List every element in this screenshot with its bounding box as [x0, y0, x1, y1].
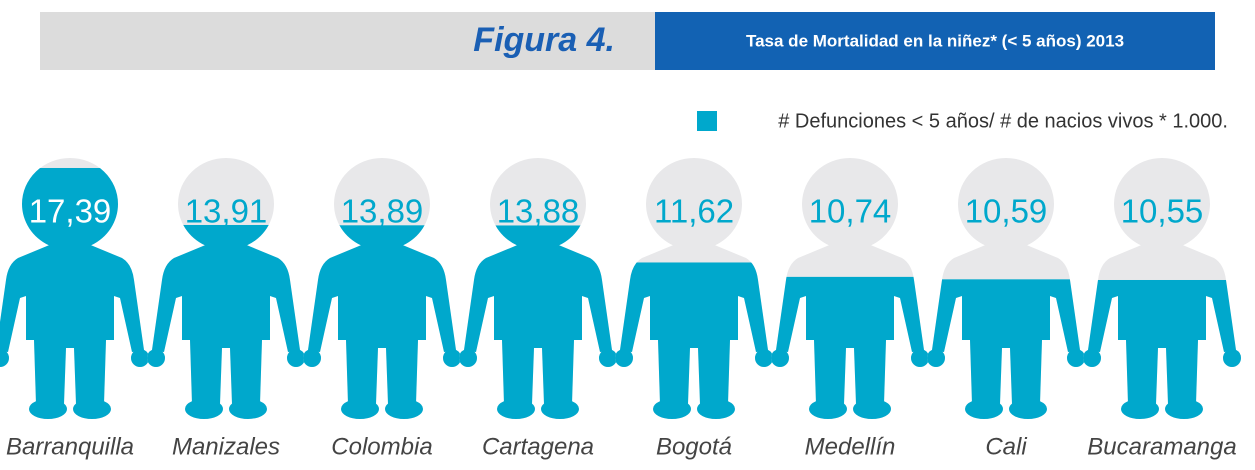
- value-label: 10,74: [809, 193, 892, 230]
- legend-swatch: [697, 111, 717, 131]
- figure: 11,62: [614, 158, 774, 420]
- chart-title: Tasa de Mortalidad en la niñez* (< 5 año…: [746, 31, 1124, 50]
- category-label: Bucaramanga: [1087, 433, 1236, 460]
- figure-fill: [302, 225, 462, 420]
- figure-fill: [770, 277, 930, 420]
- figure-fill: [1082, 280, 1242, 420]
- chart: Figura 4. Tasa de Mortalidad en la niñez…: [0, 0, 1255, 465]
- figure-label: Figura 4.: [473, 21, 615, 59]
- value-label: 11,62: [654, 193, 734, 230]
- figure: 10,74: [770, 158, 930, 420]
- figure: 13,91: [146, 158, 306, 420]
- category-label: Barranquilla: [6, 433, 134, 460]
- value-label: 10,59: [965, 193, 1048, 230]
- value-label: 10,55: [1121, 193, 1204, 230]
- page: {"chart_data": {"type": "pictogram", "fi…: [0, 0, 1255, 465]
- category-label: Manizales: [172, 433, 280, 460]
- value-label: 13,91: [185, 193, 268, 230]
- figure-fill: [458, 225, 618, 420]
- value-label: 13,88: [497, 193, 580, 230]
- figure: 13,89: [302, 158, 462, 420]
- figure-fill: [926, 279, 1086, 420]
- category-label: Colombia: [331, 433, 432, 460]
- value-label: 13,89: [341, 193, 424, 230]
- figure: 13,88: [458, 158, 618, 420]
- figure: 17,39: [0, 158, 150, 420]
- figure: 10,55: [1082, 158, 1242, 420]
- figure-fill: [614, 262, 774, 420]
- category-label: Medellín: [805, 433, 896, 460]
- figure: 10,59: [926, 158, 1086, 420]
- category-label: Bogotá: [656, 433, 732, 460]
- category-label: Cali: [985, 433, 1027, 460]
- figure-fill: [146, 225, 306, 420]
- value-label: 17,39: [29, 193, 112, 230]
- legend-label: # Defunciones < 5 años/ # de nacios vivo…: [778, 110, 1228, 132]
- category-label: Cartagena: [482, 433, 594, 460]
